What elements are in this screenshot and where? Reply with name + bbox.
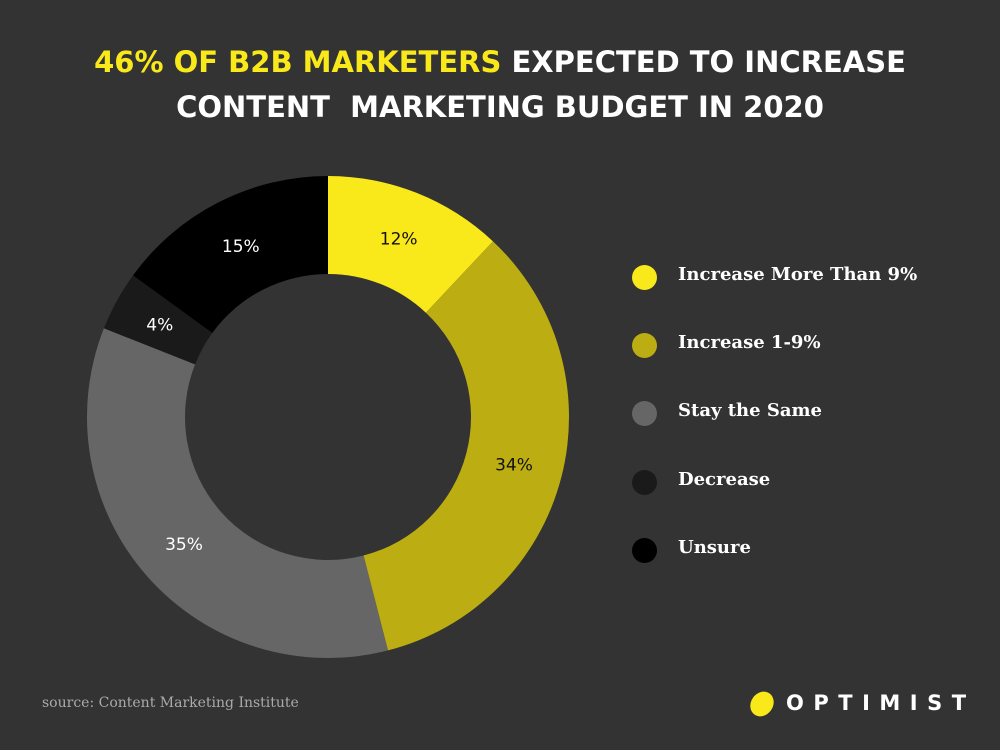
source-note: source: Content Marketing Institute (42, 695, 299, 711)
lemon-icon (750, 691, 774, 717)
legend-label: Increase More Than 9% (678, 264, 918, 285)
donut-slice-increase-1-9 (363, 241, 570, 651)
legend-item: Stay the Same (630, 398, 950, 428)
title-line-1: 46% OF B2B MARKETERS EXPECTED TO INCREAS… (0, 40, 1000, 85)
legend-label: Unsure (678, 537, 751, 558)
donut-slice-decrease (103, 275, 213, 365)
legend-label: Increase 1-9% (678, 332, 821, 353)
legend-swatch (632, 470, 657, 495)
title-highlight: 46% OF B2B MARKETERS (94, 45, 502, 79)
legend-swatch (632, 538, 657, 563)
legend-swatch (632, 265, 657, 290)
title-line-1-rest: EXPECTED TO INCREASE (501, 45, 906, 79)
title-line-2: CONTENT MARKETING BUDGET IN 2020 (176, 90, 824, 124)
legend-label: Stay the Same (678, 400, 822, 421)
legend-item: Decrease (630, 467, 950, 497)
legend-label: Decrease (678, 469, 771, 490)
slice-data-label: 15% (222, 237, 260, 257)
slice-data-label: 34% (495, 456, 533, 476)
chart-title: 46% OF B2B MARKETERS EXPECTED TO INCREAS… (0, 40, 1000, 130)
donut-slice-increase-more-than-9 (328, 176, 493, 313)
slice-data-label: 12% (380, 229, 418, 249)
legend-swatch (632, 401, 657, 426)
legend-item: Increase 1-9% (630, 330, 950, 360)
legend-item: Unsure (630, 535, 950, 565)
legend-item: Increase More Than 9% (630, 262, 950, 292)
slice-data-label: 35% (165, 535, 203, 555)
legend-swatch (632, 333, 657, 358)
slice-data-label: 4% (146, 316, 173, 336)
brand-name: OPTIMIST (786, 691, 976, 715)
donut-slice-unsure (133, 176, 328, 333)
donut-slice-stay-the-same (86, 328, 388, 658)
